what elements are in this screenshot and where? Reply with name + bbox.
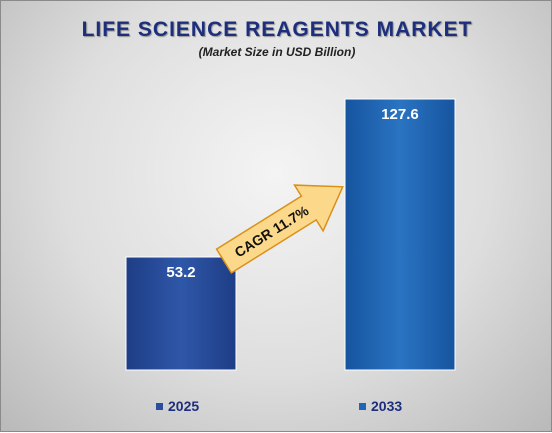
legend-swatch-2033 bbox=[359, 402, 366, 410]
legend-item-2025: 2025 bbox=[156, 398, 199, 414]
bar-2033 bbox=[344, 98, 456, 371]
legend: 2025 2033 bbox=[1, 398, 552, 418]
legend-swatch-2025 bbox=[156, 402, 163, 410]
legend-label-2025: 2025 bbox=[168, 398, 200, 414]
cagr-arrow-shape bbox=[215, 184, 344, 274]
legend-label-2033: 2033 bbox=[371, 398, 403, 414]
bar-2025 bbox=[125, 256, 237, 371]
chart-subtitle: (Market Size in USD Billion) bbox=[198, 45, 356, 59]
data-label-2025: 53.2 bbox=[166, 264, 195, 281]
cagr-arrow: CAGR 11.7% bbox=[215, 184, 344, 274]
cagr-label: CAGR 11.7% bbox=[232, 202, 312, 260]
chart-title: LIFE SCIENCE REAGENTS MARKET bbox=[81, 18, 473, 41]
data-label-2033: 127.6 bbox=[381, 106, 419, 123]
legend-item-2033: 2033 bbox=[359, 398, 402, 414]
